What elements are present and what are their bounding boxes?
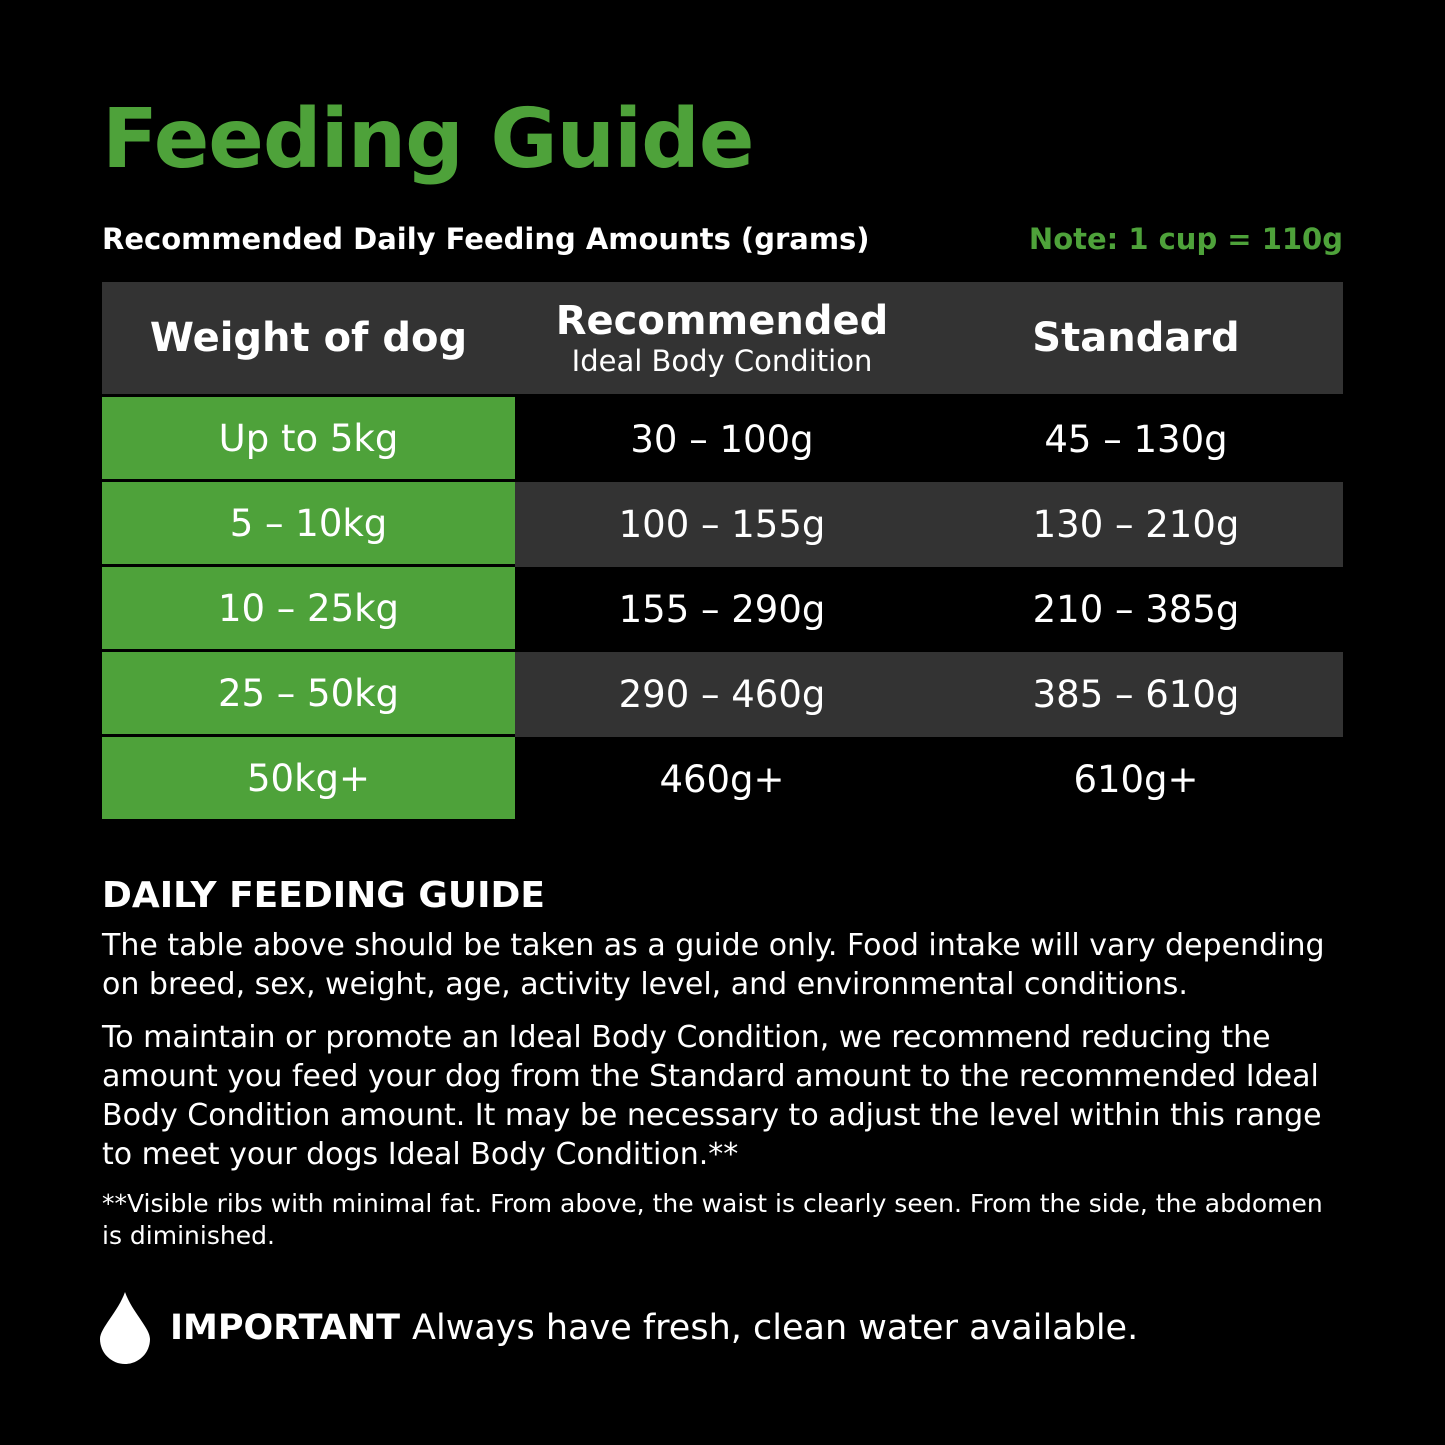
footnote: **Visible ribs with minimal fat. From ab…	[102, 1189, 1323, 1250]
header-row: Weight of dog Recommended Ideal Body Cond…	[102, 282, 1343, 394]
header-label: Standard	[1032, 315, 1240, 361]
header-cell: Recommended Ideal Body Condition	[515, 282, 929, 394]
table-row: 25 – 50kg 290 – 460g 385 – 610g	[102, 652, 1343, 737]
table-cell: 5 – 10kg	[102, 482, 515, 567]
table-cell: 100 – 155g	[618, 503, 826, 546]
table-cell: Up to 5kg	[102, 397, 515, 482]
table-cell: 385 – 610g	[1032, 673, 1240, 716]
title: Feeding Guide	[102, 92, 754, 187]
important: IMPORTANT Always have fresh, clean water…	[100, 1292, 1138, 1364]
header-cell: Standard	[929, 282, 1343, 394]
table-cell: 50kg+	[102, 737, 515, 822]
header-label: Weight of dog	[149, 315, 468, 361]
table-cell: 130 – 210g	[1032, 503, 1240, 546]
important-label: IMPORTANT	[170, 1308, 401, 1348]
guide: DAILY FEEDING GUIDE The table above shou…	[102, 875, 1342, 1266]
table-cell: 610g+	[1073, 758, 1199, 801]
table-cell: 25 – 50kg	[102, 652, 515, 737]
header-label: Recommended	[555, 298, 889, 344]
table-body: Up to 5kg 30 – 100g 45 – 130g 5 – 10kg 100 –…	[102, 397, 1343, 822]
table-row: 5 – 10kg 100 – 155g 130 – 210g	[102, 482, 1343, 567]
paragraph: To maintain or promote an Ideal Body Con…	[102, 1020, 1322, 1172]
important-text: Always have fresh, clean water available…	[412, 1308, 1139, 1348]
paragraph: The table above should be taken as a gui…	[102, 928, 1325, 1002]
table-cell: 155 – 290g	[618, 588, 826, 631]
note: Note: 1 cup = 110g	[1028, 222, 1343, 256]
table: Weight of dog Recommended Ideal Body Cond…	[102, 282, 1343, 822]
table-cell: 460g+	[659, 758, 785, 801]
table-row: Up to 5kg 30 – 100g 45 – 130g	[102, 397, 1343, 482]
table-cell: 30 – 100g	[630, 418, 814, 461]
table-cell: 290 – 460g	[618, 673, 826, 716]
header-cell: Weight of dog	[102, 282, 515, 394]
table-row: 50kg+ 460g+ 610g+	[102, 737, 1343, 822]
table-cell: 45 – 130g	[1044, 418, 1228, 461]
table-cell: 210 – 385g	[1032, 588, 1240, 631]
table-row: 10 – 25kg 155 – 290g 210 – 385g	[102, 567, 1343, 652]
guide-heading: DAILY FEEDING GUIDE	[102, 875, 545, 916]
header-sublabel: Ideal Body Condition	[571, 344, 873, 378]
drop-icon	[100, 1292, 150, 1364]
table-cell: 10 – 25kg	[102, 567, 515, 652]
subtitle: Recommended Daily Feeding Amounts (grams…	[102, 222, 870, 256]
